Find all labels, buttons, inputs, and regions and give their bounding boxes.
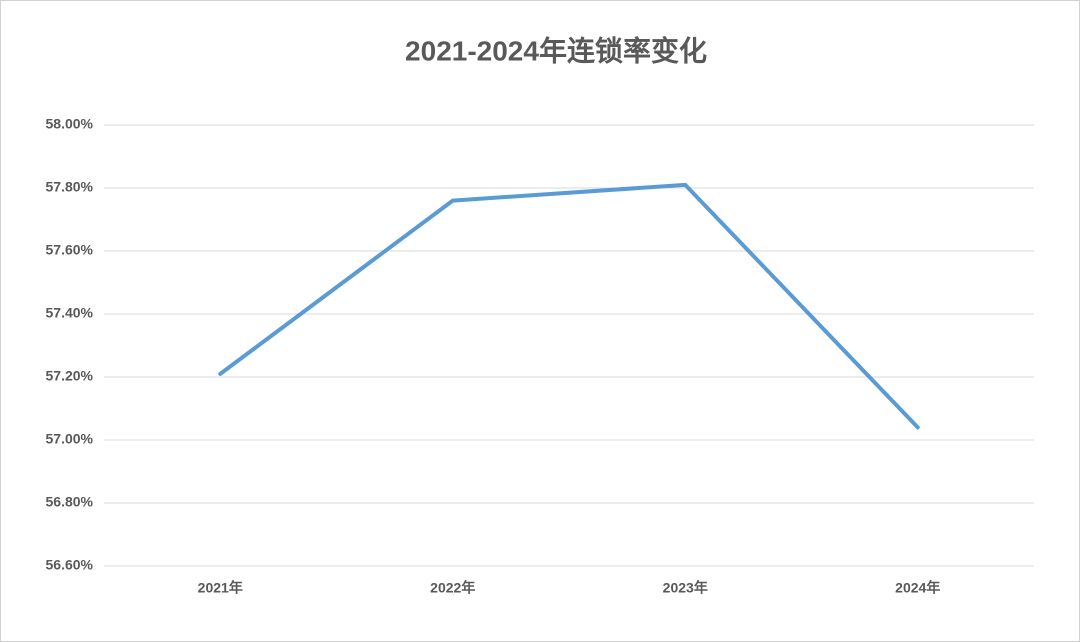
y-tick-label: 57.80% bbox=[46, 179, 94, 195]
x-tick-label: 2023年 bbox=[663, 580, 708, 596]
x-tick-label: 2024年 bbox=[895, 580, 940, 596]
y-tick-label: 58.00% bbox=[46, 116, 94, 132]
y-tick-label: 56.60% bbox=[46, 557, 94, 573]
y-tick-label: 57.20% bbox=[46, 368, 94, 384]
line-series bbox=[218, 182, 920, 430]
y-tick-label: 56.80% bbox=[46, 494, 94, 510]
x-tick-label: 2021年 bbox=[198, 580, 243, 596]
y-tick-label: 57.00% bbox=[46, 431, 94, 447]
chart-title: 2021-2024年连锁率变化 bbox=[405, 34, 707, 66]
y-tick-label: 57.60% bbox=[46, 242, 94, 258]
x-tick-label: 2022年 bbox=[430, 580, 475, 596]
y-tick-label: 57.40% bbox=[46, 305, 94, 321]
